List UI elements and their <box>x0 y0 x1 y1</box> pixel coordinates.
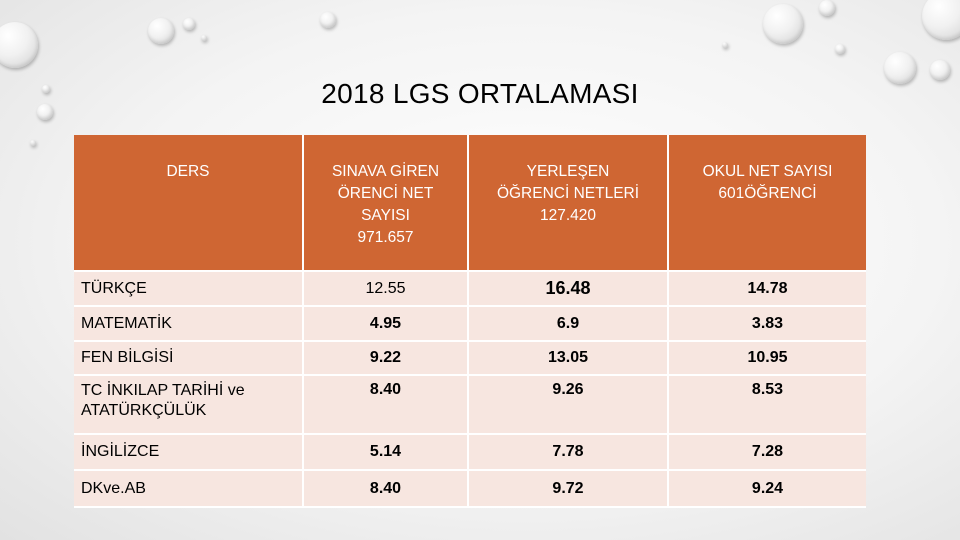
water-drop-decoration <box>763 4 803 44</box>
row-value: 16.48 <box>469 272 667 305</box>
water-drop-decoration <box>722 42 728 48</box>
water-drop-decoration <box>835 44 845 54</box>
header-text: SAYISI <box>361 207 410 224</box>
row-value: 9.26 <box>469 376 667 433</box>
table-row: İNGİLİZCE 5.14 7.78 7.28 <box>74 435 866 469</box>
row-value: 7.78 <box>469 435 667 469</box>
row-value: 9.24 <box>669 471 866 506</box>
table-row: FEN BİLGİSİ 9.22 13.05 10.95 <box>74 342 866 374</box>
water-drop-decoration <box>148 18 174 44</box>
lgs-average-table: DERS SINAVA GİREN ÖRENCİ NET SAYISI 971.… <box>74 135 866 508</box>
row-value: 4.95 <box>304 307 467 340</box>
header-text: YERLEŞEN <box>526 163 610 180</box>
header-text: ÖĞRENCİ NETLERİ <box>496 185 640 202</box>
row-ders: DKve.AB <box>74 471 302 506</box>
row-ders: MATEMATİK <box>74 307 302 340</box>
row-value: 14.78 <box>669 272 866 305</box>
header-placed-students: YERLEŞEN ÖĞRENCİ NETLERİ 127.420 <box>469 135 667 270</box>
row-value: 8.40 <box>304 376 467 433</box>
header-ders-label: DERS <box>166 163 210 180</box>
water-drop-decoration <box>201 35 207 41</box>
row-ders: TC İNKILAP TARİHİ ve ATATÜRKÇÜLÜK <box>74 376 302 433</box>
header-text: ÖRENCİ NET <box>337 185 434 202</box>
header-text: 971.657 <box>357 229 414 246</box>
row-value: 5.14 <box>304 435 467 469</box>
row-value: 10.95 <box>669 342 866 374</box>
header-text: OKUL NET SAYISI <box>702 163 833 180</box>
row-ders: İNGİLİZCE <box>74 435 302 469</box>
row-value: 3.83 <box>669 307 866 340</box>
water-drop-decoration <box>37 104 53 120</box>
table-row: TÜRKÇE 12.55 16.48 14.78 <box>74 272 866 305</box>
header-exam-takers: SINAVA GİREN ÖRENCİ NET SAYISI 971.657 <box>304 135 467 270</box>
water-drop-decoration <box>0 22 38 68</box>
water-drop-decoration <box>884 52 916 84</box>
table-row: DKve.AB 8.40 9.72 9.24 <box>74 471 866 506</box>
water-drop-decoration <box>922 0 960 40</box>
row-value: 9.22 <box>304 342 467 374</box>
page-title: 2018 LGS ORTALAMASI <box>321 78 639 109</box>
water-drop-decoration <box>42 85 50 93</box>
row-ders: FEN BİLGİSİ <box>74 342 302 374</box>
row-value: 9.72 <box>469 471 667 506</box>
header-text: SINAVA GİREN <box>331 163 440 180</box>
header-text: 127.420 <box>539 207 597 224</box>
header-school-net: OKUL NET SAYISI 601ÖĞRENCİ <box>669 135 866 270</box>
table-row: MATEMATİK 4.95 6.9 3.83 <box>74 307 866 340</box>
row-value: 8.53 <box>669 376 866 433</box>
water-drop-decoration <box>30 140 36 146</box>
water-drop-decoration <box>183 18 195 30</box>
row-ders: TÜRKÇE <box>74 272 302 305</box>
header-ders: DERS <box>74 135 302 270</box>
water-drop-decoration <box>320 12 336 28</box>
table-row: TC İNKILAP TARİHİ ve ATATÜRKÇÜLÜK 8.40 9… <box>74 376 866 433</box>
water-drop-decoration <box>930 60 950 80</box>
row-value: 7.28 <box>669 435 866 469</box>
water-drop-decoration <box>819 0 835 16</box>
header-text: 601ÖĞRENCİ <box>718 185 817 202</box>
row-value: 13.05 <box>469 342 667 374</box>
row-value: 12.55 <box>304 272 467 305</box>
row-value: 8.40 <box>304 471 467 506</box>
row-value: 6.9 <box>469 307 667 340</box>
